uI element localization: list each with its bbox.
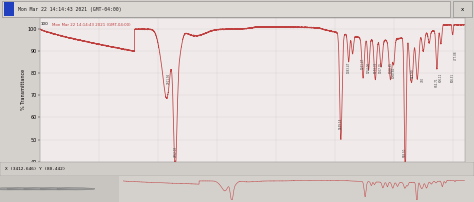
Circle shape — [7, 188, 45, 190]
Bar — [4, 2, 14, 16]
Text: 2911.95: 2911.95 — [167, 73, 171, 84]
Text: 1383.47: 1383.47 — [346, 62, 351, 73]
Text: X (3412.646) Y (80.442): X (3412.646) Y (80.442) — [5, 167, 65, 171]
X-axis label: Wavenumbers (cm-1): Wavenumbers (cm-1) — [224, 171, 281, 177]
Circle shape — [40, 188, 78, 190]
Text: 634.71: 634.71 — [435, 77, 439, 87]
Circle shape — [24, 188, 62, 190]
Text: 1261.47: 1261.47 — [361, 58, 365, 69]
Text: 843.90: 843.90 — [410, 68, 414, 78]
Y-axis label: % Transmittance: % Transmittance — [21, 69, 26, 110]
Text: 1254.06: 1254.06 — [366, 62, 371, 73]
Text: Mon Mar 22 14:14:43 2021 (GMT-04:00): Mon Mar 22 14:14:43 2021 (GMT-04:00) — [18, 7, 121, 12]
Text: 1449.14: 1449.14 — [339, 117, 343, 128]
Bar — [453, 1, 472, 17]
Text: 1000.34: 1000.34 — [392, 67, 396, 78]
Text: 1028.85: 1028.85 — [389, 62, 392, 73]
Text: x: x — [461, 7, 464, 12]
Bar — [0, 176, 118, 202]
Circle shape — [57, 188, 95, 190]
Text: 2852.03: 2852.03 — [173, 146, 178, 157]
Text: 500.51: 500.51 — [451, 73, 455, 82]
Text: Mon Mar 22 14:14:43 2021 (GMT-04:00): Mon Mar 22 14:14:43 2021 (GMT-04:00) — [52, 23, 131, 27]
Text: 1173.35: 1173.35 — [374, 62, 377, 73]
Text: 477.08: 477.08 — [454, 51, 457, 60]
Text: 750: 750 — [421, 77, 425, 82]
Text: 1107.25: 1107.25 — [379, 62, 383, 73]
Text: 903.50: 903.50 — [403, 148, 407, 157]
Text: 600.11: 600.11 — [439, 73, 443, 82]
Circle shape — [0, 188, 28, 190]
Text: 100: 100 — [40, 22, 48, 26]
